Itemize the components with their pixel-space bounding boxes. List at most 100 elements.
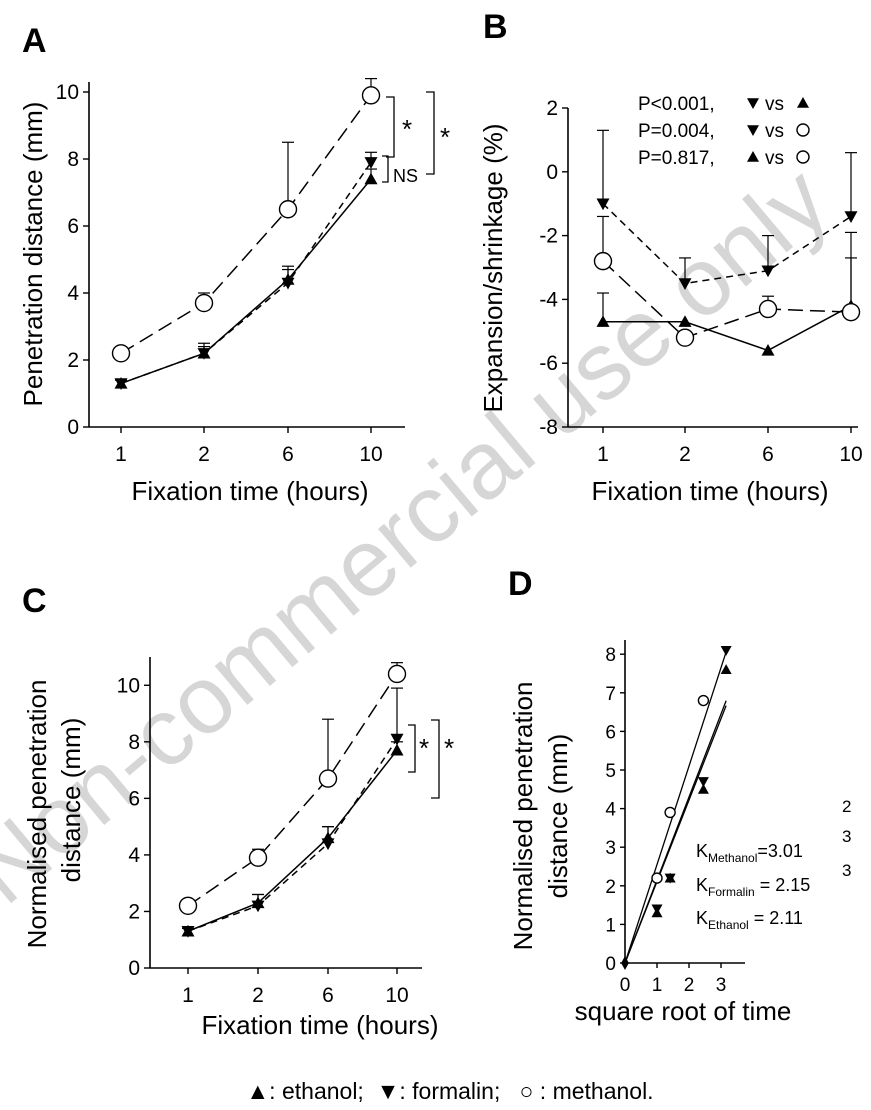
panel-b-stat-3-vs: vs [765, 148, 784, 169]
panel-b-stat-2-marker-a [747, 125, 759, 136]
panel-a-x-tick-label: 6 [282, 443, 294, 466]
panel-b-y-axis-title: Expansion/shrinkage (%) [478, 123, 508, 412]
panel-d-x-tick-label: 2 [684, 975, 695, 996]
panel-c-y-axis-title-line1: Normalised penetration [22, 680, 52, 949]
panel-d-ethanol-point [720, 664, 732, 675]
panel-d-fit-line-methanol [624, 651, 727, 964]
panel-b-formalin-point [761, 265, 775, 278]
panel-c-formalin-point [251, 900, 265, 913]
panel-a-y-tick-label: 4 [67, 282, 79, 305]
panel-b-stat-1: P<0.001, [638, 94, 715, 115]
panel-c-ethanol-line [187, 749, 398, 932]
panel-d-y-axis-title-line2: distance (mm) [543, 734, 573, 899]
panel-a-sig-formalin-methanol: * [402, 114, 412, 144]
panel-c-formalin-line [187, 738, 398, 932]
panel-b-stat-1-vs: vs [765, 94, 784, 115]
panel-a-formalin-point [197, 348, 211, 360]
panel-c-y-tick-label: 0 [128, 957, 140, 980]
panel-d-y-tick-label: 7 [605, 684, 616, 705]
panel-d-x-tick-label: 0 [620, 975, 631, 996]
panel-a-x-tick-label: 1 [115, 443, 127, 466]
panel-d-k-label-2: KFormalin = 2.15 [696, 875, 810, 899]
panel-a-methanol-point [194, 293, 214, 313]
panel-b-x-tick-label: 10 [839, 443, 862, 466]
panel-b-formalin-point [596, 198, 610, 211]
panel-c-x-tick-label: 2 [252, 984, 264, 1007]
panel-b-methanol-point [758, 299, 778, 319]
panel-b-y-tick-label: -2 [539, 225, 558, 248]
panel-b-formalin-line [602, 203, 852, 285]
panel-b-methanol-point [593, 251, 613, 271]
panel-a-sig-ethanol-methanol: * [440, 122, 450, 152]
panel-b-stat-2-vs: vs [765, 121, 784, 142]
panel-a-sig-ns: NS [393, 166, 418, 186]
panel-b-y-tick-label: -4 [539, 288, 558, 311]
panel-d-y-tick-label: 4 [605, 800, 616, 821]
panel-b-stat-3: P=0.817, [638, 148, 715, 169]
panel-a-ethanol-point [364, 172, 378, 185]
panel-a-formalin-line [120, 161, 372, 385]
panel-d-y-tick-label: 2 [605, 877, 616, 898]
panel-d-formalin-point [651, 904, 663, 915]
panel-c-significance [408, 719, 440, 799]
panel-d-origin-point [621, 956, 629, 964]
panel-b-methanol-line [602, 260, 852, 339]
panel-c-methanol-point [318, 769, 338, 788]
panel-b-x-tick-label: 1 [597, 443, 609, 466]
panel-d-k-exponent-top: 2 [842, 797, 851, 816]
panel-c-y-tick-label: 2 [128, 900, 140, 923]
panel-c-sig-formalin-methanol: * [419, 733, 429, 763]
panel-b-y-tick-label: -6 [539, 352, 558, 375]
panel-c-x-tick-label: 10 [385, 984, 408, 1007]
panel-a-ethanol-line [120, 178, 372, 385]
panel-a-y-tick-label: 0 [67, 416, 79, 439]
panel-a-formalin-point [114, 378, 128, 390]
panel-c-x-tick-label: 6 [322, 984, 334, 1007]
panel-a-y-tick-label: 6 [67, 215, 79, 238]
panel-b-ethanol-point [761, 343, 775, 356]
watermark: Non-commercial use only [0, 146, 848, 924]
panel-b-y-tick-label: -8 [539, 416, 558, 439]
panel-d-fit-line-ethanol [624, 705, 727, 964]
panel-d-x-tick-label: 1 [652, 975, 663, 996]
panel-c-methanol-line [187, 673, 398, 907]
panel-b-stat-3-marker-b [796, 150, 810, 164]
panel-b-x-tick-label: 6 [762, 443, 774, 466]
panel-letter-d: D [508, 565, 533, 603]
panel-c-ethanol-point [390, 743, 404, 756]
panel-c-formalin-point [390, 733, 404, 746]
panel-d-x-axis-title: square root of time [575, 996, 792, 1026]
panel-a-methanol-point [278, 200, 298, 219]
panel-a-methanol-point [361, 86, 381, 105]
panel-d-y-tick-label: 3 [605, 838, 616, 859]
panel-b-ethanol-point [596, 315, 610, 327]
panel-b-x-tick-label: 2 [679, 443, 691, 466]
panel-b-formalin-point [678, 278, 692, 290]
panel-b-y-tick-label: 0 [546, 161, 558, 184]
panel-b-stat-2: P=0.004, [638, 121, 715, 142]
panel-b-y-tick-label: 2 [546, 97, 558, 120]
panel-b-stat-1-marker-b [797, 97, 809, 108]
panel-d-formalin-point [697, 777, 709, 788]
panel-d-methanol-point [664, 806, 676, 819]
panel-c-y-tick-label: 8 [128, 731, 140, 754]
panel-c-x-axis-title: Fixation time (hours) [202, 1010, 439, 1040]
panel-a-significance [382, 91, 435, 183]
panel-b-x-axis-title: Fixation time (hours) [592, 476, 829, 506]
panel-b-methanol-point [841, 302, 861, 322]
panel-d-k-exponent-bot: 3 [842, 861, 851, 880]
panel-d-y-tick-label: 5 [605, 761, 616, 782]
panel-letter-c: C [22, 582, 47, 620]
panel-a-formalin-point [364, 157, 378, 169]
panel-b-stat-2-marker-b [796, 123, 810, 137]
panel-d-k-exponent-mid: 3 [842, 827, 851, 846]
panel-a-methanol-point [111, 344, 131, 363]
panel-d-formalin-point [664, 873, 676, 884]
panel-d-k-label-1: KMethanol=3.01 [696, 841, 803, 865]
panel-c-x-tick-label: 1 [182, 984, 194, 1007]
panel-d-x-tick-label: 3 [716, 975, 727, 996]
panel-a-formalin-point [281, 277, 295, 290]
panel-c-formalin-point [321, 838, 335, 851]
panel-c-sig-ethanol-methanol: * [444, 733, 454, 763]
